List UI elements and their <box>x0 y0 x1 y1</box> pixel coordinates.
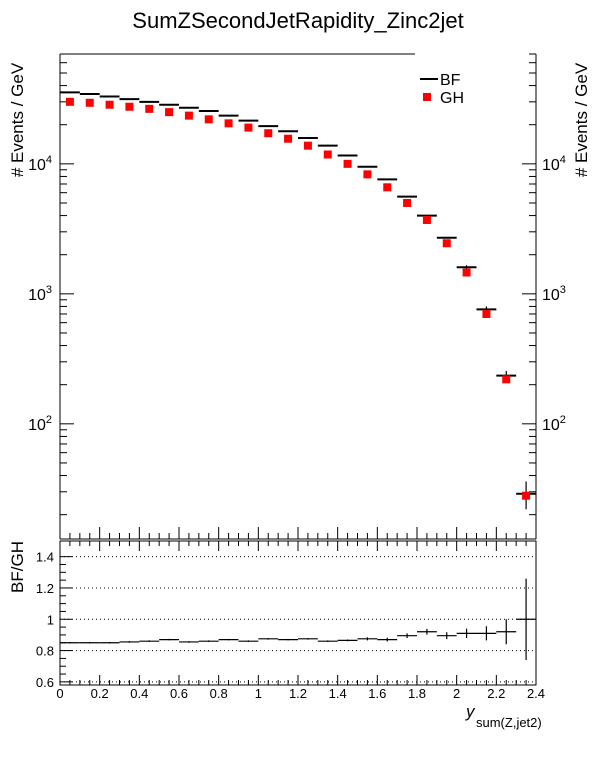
gh-point <box>184 111 193 120</box>
gh-point <box>284 134 293 143</box>
x-tick-label: 0.8 <box>210 686 228 701</box>
x-tick-label: 2 <box>453 686 460 701</box>
gh-point <box>462 268 471 277</box>
gh-point <box>145 104 154 113</box>
gh-point <box>65 97 74 106</box>
gh-point <box>383 183 392 192</box>
x-tick-label: 2.2 <box>487 686 505 701</box>
legend-gh-label: GH <box>440 90 464 107</box>
top-ylabel-right: # Events / GeV <box>572 62 591 177</box>
top-y-tick-label-right: 104 <box>542 154 566 174</box>
x-tick-label: 1.6 <box>368 686 386 701</box>
top-y-tick-label-right: 102 <box>542 414 566 434</box>
x-tick-label: 1 <box>255 686 262 701</box>
gh-point <box>442 239 451 248</box>
ratio-y-tick-label: 1.2 <box>36 581 54 596</box>
x-tick-label: 2.4 <box>527 686 545 701</box>
top-y-tick-label-left: 104 <box>28 154 52 174</box>
ratio-y-tick-label: 1 <box>47 612 54 627</box>
legend-gh-swatch <box>423 93 431 101</box>
x-tick-label: 0.4 <box>130 686 148 701</box>
top-y-tick-label-right: 103 <box>542 284 566 304</box>
x-tick-label: 1.2 <box>289 686 307 701</box>
gh-point <box>422 215 431 224</box>
x-axis-title-subscript: sum(Z,jet2) <box>476 715 542 730</box>
gh-point <box>85 98 94 107</box>
gh-point <box>403 198 412 207</box>
x-tick-label: 0 <box>56 686 63 701</box>
x-axis-title: y <box>465 702 476 721</box>
gh-point <box>482 309 491 318</box>
ratio-y-tick-label: 0.6 <box>36 675 54 690</box>
top-y-tick-label-left: 103 <box>28 284 52 304</box>
ratio-y-tick-label: 1.4 <box>36 550 54 565</box>
gh-point <box>125 102 134 111</box>
top-panel: 102 102 103 103 104 104 <box>28 53 566 540</box>
gh-point <box>522 491 531 500</box>
top-y-tick-label-left: 102 <box>28 414 52 434</box>
legend-bf-label: BF <box>440 72 461 89</box>
gh-point <box>105 100 114 109</box>
x-tick-label: 0.2 <box>91 686 109 701</box>
ratio-frame <box>59 540 537 686</box>
gh-point <box>264 129 273 138</box>
gh-point <box>224 119 233 128</box>
x-tick-label: 1.8 <box>408 686 426 701</box>
ratio-y-tick-label: 0.8 <box>36 644 54 659</box>
chart-title: SumZSecondJetRapidity_Zinc2jet <box>132 8 463 33</box>
gh-point <box>323 150 332 159</box>
gh-point <box>204 115 213 124</box>
gh-point <box>363 170 372 179</box>
x-tick-label: 1.4 <box>329 686 347 701</box>
gh-point <box>502 375 511 384</box>
ratio-panel: 0.6 0.8 1 1.2 1.4 0 0.2 0.4 0.6 0.8 1 1.2 1.4 1.6 1.8 2… <box>36 540 545 701</box>
top-ylabel-left: # Events / GeV <box>8 62 27 177</box>
gh-point <box>343 159 352 168</box>
gh-point <box>244 123 253 132</box>
gh-point <box>303 141 312 150</box>
x-tick-label: 0.6 <box>170 686 188 701</box>
bottom-ylabel: BF/GH <box>8 541 27 593</box>
gh-point <box>165 108 174 117</box>
